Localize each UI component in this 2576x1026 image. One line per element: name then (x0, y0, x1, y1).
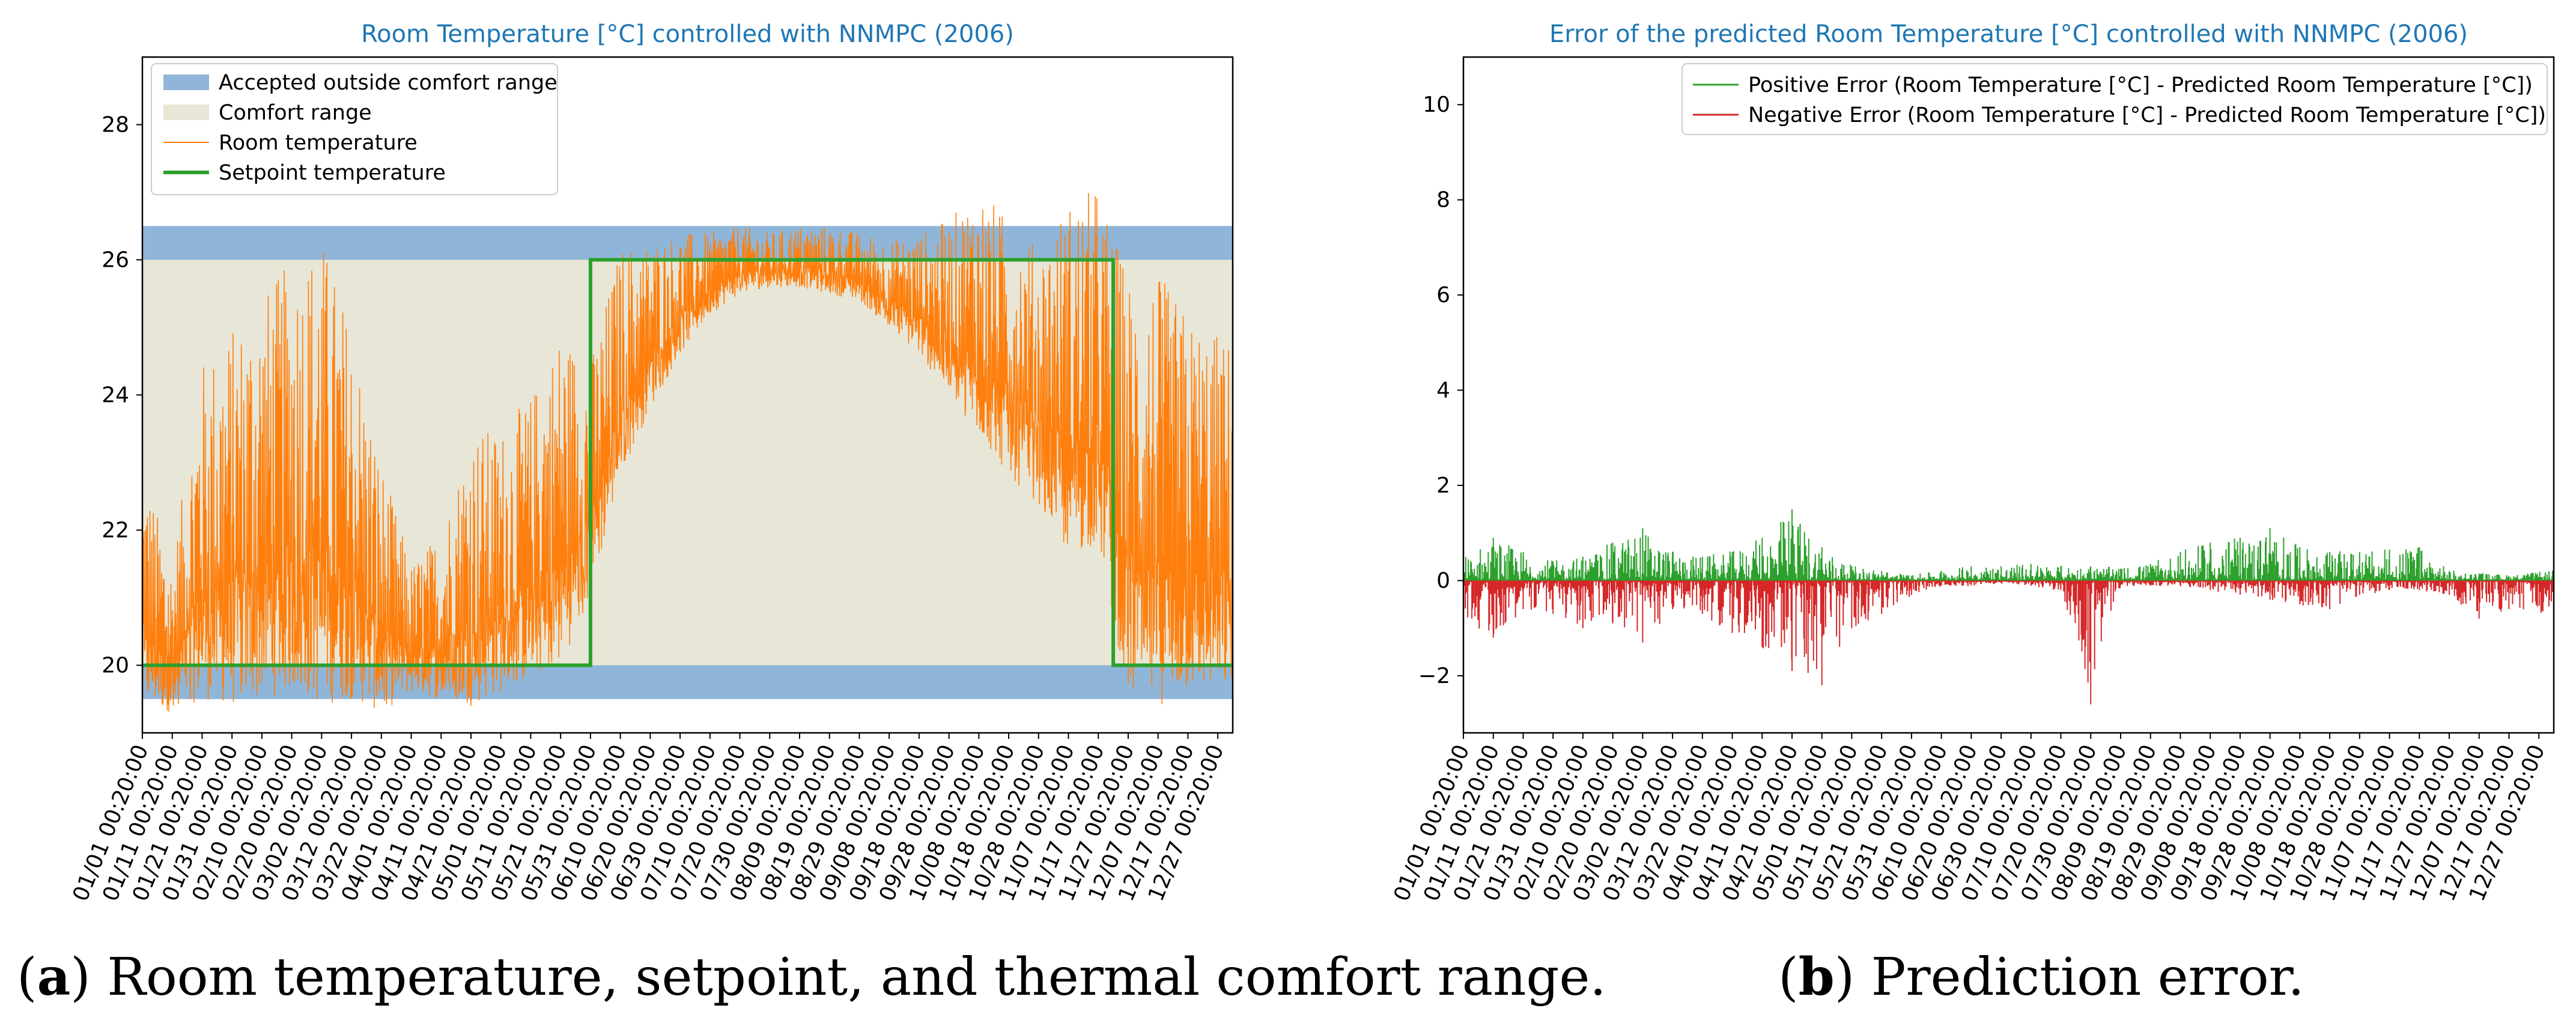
legend-accepted-swatch (163, 74, 209, 90)
positive-error-line (1463, 509, 2554, 581)
caption-b-label: b (1799, 947, 1835, 1007)
legend-b-frame (1681, 63, 2548, 135)
chart-a-ytick-label: 22 (102, 518, 129, 543)
chart-b-plot-area (1462, 56, 2555, 734)
legend-a-frame (151, 63, 558, 195)
chart-b-legend: Positive Error (Room Temperature [°C] - … (1681, 63, 2548, 135)
chart-b-ytick-label: 2 (1436, 473, 1450, 498)
chart-b-ytick-label: −2 (1418, 664, 1450, 688)
chart-a-title: Room Temperature [°C] controlled with NN… (361, 20, 1014, 48)
chart-a-ytick-label: 26 (102, 248, 129, 273)
setpoint-line (142, 258, 1233, 667)
caption-a-text: Room temperature, setpoint, and thermal … (91, 947, 1606, 1007)
chart-b-ytick-label: 0 (1436, 568, 1450, 593)
panel-b: Error of the predicted Room Temperature … (1390, 20, 2555, 1007)
chart-a-ytick-label: 24 (102, 383, 129, 408)
legend-b-entry-0: Positive Error (Room Temperature [°C] - … (1748, 73, 2533, 97)
chart-b-ytick-label: 6 (1436, 283, 1450, 308)
negative-error-line (1463, 580, 2554, 705)
chart-b-ytick-label: 10 (1423, 93, 1450, 117)
caption-b: (b) Prediction error. (1778, 947, 2304, 1007)
chart-b-ytick-label: 4 (1436, 378, 1450, 403)
room-temperature-line (142, 193, 1233, 712)
accepted-lower-band (142, 665, 1233, 699)
chart-b-title: Error of the predicted Room Temperature … (1549, 20, 2468, 48)
legend-a-entry-3: Setpoint temperature (219, 161, 446, 185)
chart-a-ytick-label: 20 (102, 654, 129, 678)
chart-b-ytick-label: 8 (1436, 188, 1450, 213)
chart-a-ytick-label: 28 (102, 113, 129, 138)
caption-a-label: a (37, 947, 71, 1007)
chart-a-legend: Accepted outside comfort range Comfort ra… (151, 63, 558, 195)
legend-a-entry-1: Comfort range (219, 101, 372, 125)
legend-a-entry-2: Room temperature (219, 131, 418, 155)
chart-b-frame (1462, 56, 2555, 734)
panel-a: Room Temperature [°C] controlled with NN… (17, 20, 1606, 1007)
caption-b-text: Prediction error. (1855, 947, 2304, 1007)
legend-comfort-swatch (163, 105, 209, 120)
chart-b-y-axis: −2 0 2 4 6 8 10 (1418, 93, 1463, 688)
chart-a-y-axis: 20 22 24 26 28 (102, 113, 142, 678)
legend-a-entry-0: Accepted outside comfort range (219, 71, 557, 95)
legend-b-entry-1: Negative Error (Room Temperature [°C] - … (1748, 103, 2546, 127)
caption-a: (a) Room temperature, setpoint, and ther… (17, 947, 1606, 1007)
